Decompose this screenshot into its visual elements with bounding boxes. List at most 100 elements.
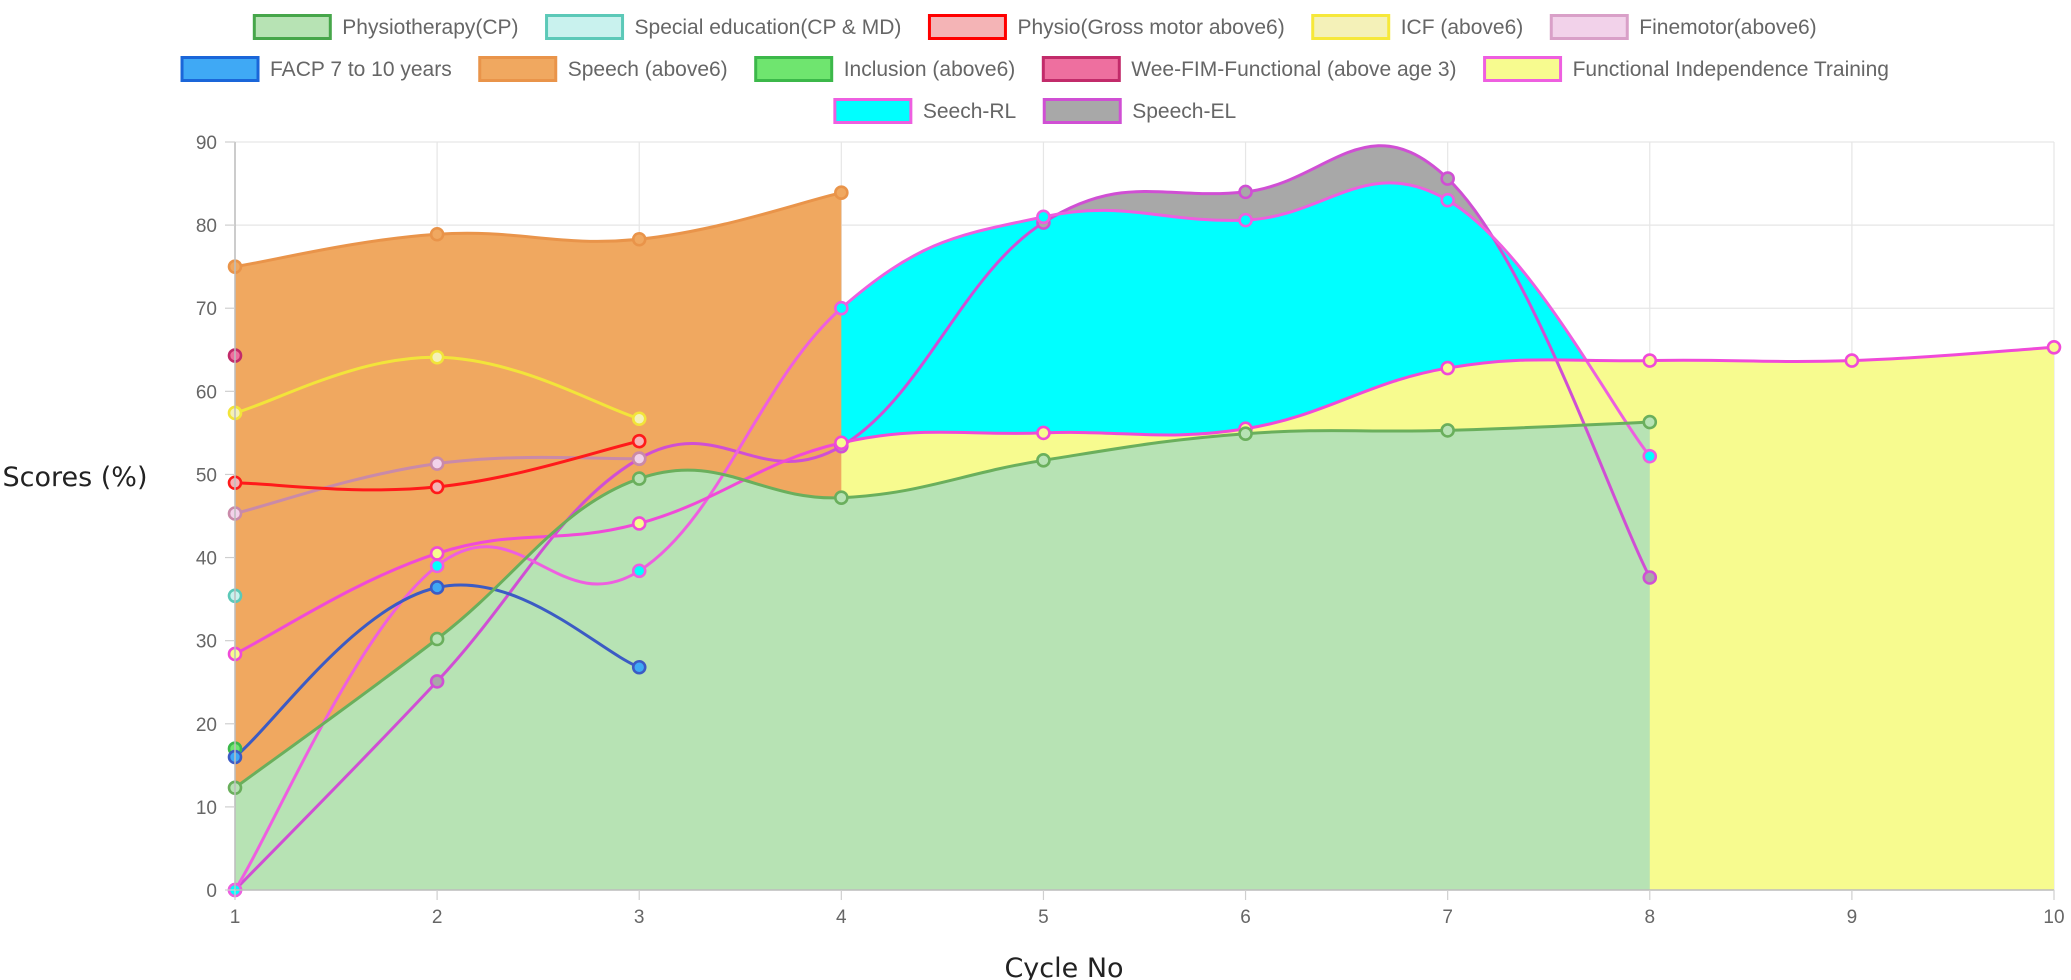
x-tick-label: 6	[1240, 907, 1251, 928]
legend-item-seech-rl[interactable]: Seech-RL	[833, 98, 1016, 124]
point-finemotor-above6-3[interactable]	[631, 451, 647, 466]
legend-swatch	[927, 14, 1007, 40]
y-tick-label: 10	[196, 798, 217, 819]
point-speech-el-8[interactable]	[1642, 570, 1658, 585]
point-functional-independence-training-3[interactable]	[631, 516, 647, 531]
area-physiotherapy-cp	[235, 422, 1650, 890]
point-seech-rl-7[interactable]	[1440, 192, 1455, 208]
y-tick-label: 30	[196, 632, 217, 653]
legend-label: Seech-RL	[923, 100, 1016, 123]
point-physiotherapy-cp-6[interactable]	[1238, 426, 1253, 442]
legend-swatch	[754, 56, 834, 82]
point-functional-independence-training-10[interactable]	[2046, 339, 2062, 355]
legend-label: ICF (above6)	[1401, 16, 1524, 39]
axes	[234, 142, 2054, 891]
point-physiotherapy-cp-2[interactable]	[429, 631, 445, 647]
point-physio-gross-motor-above6-2[interactable]	[429, 479, 445, 495]
point-facp-7-to-10-years-3[interactable]	[631, 659, 647, 675]
y-tick-label: 0	[206, 881, 217, 902]
point-icf-above6-3[interactable]	[631, 411, 647, 427]
legend-label: Special education(CP & MD)	[635, 16, 902, 39]
x-tick-label: 8	[1644, 907, 1655, 928]
point-functional-independence-training-8[interactable]	[1642, 353, 1658, 368]
legend-item-inclusion-above6[interactable]: Inclusion (above6)	[754, 56, 1016, 82]
legend-swatch	[833, 98, 913, 124]
x-tick-label: 1	[230, 907, 241, 928]
legend-label: Wee-FIM-Functional (above age 3)	[1131, 58, 1456, 81]
x-axis-ticks: 1 2 3 4 5 6 7 8 9 10	[230, 890, 2065, 928]
series-areas	[235, 145, 2054, 890]
legend-swatch	[1041, 56, 1121, 82]
point-seech-rl-6[interactable]	[1238, 212, 1253, 228]
legend-swatch	[545, 14, 625, 40]
legend-item-facp-7-to-10-years[interactable]: FACP 7 to 10 years	[180, 56, 452, 82]
point-functional-independence-training-2[interactable]	[429, 546, 445, 561]
legend-item-wee-fim-functional-above-age-3[interactable]: Wee-FIM-Functional (above age 3)	[1041, 56, 1457, 82]
point-seech-rl-2[interactable]	[429, 558, 445, 574]
y-tick-label: 60	[196, 382, 217, 403]
point-speech-above6-4[interactable]	[834, 185, 849, 200]
point-physiotherapy-cp-7[interactable]	[1440, 423, 1455, 438]
legend[interactable]: Physiotherapy(CP) Special education(CP & …	[180, 14, 1889, 124]
legend-item-speech-el[interactable]: Speech-EL	[1042, 98, 1236, 124]
legend-label: Functional Independence Training	[1573, 58, 1889, 81]
point-seech-rl-4[interactable]	[834, 300, 849, 316]
y-tick-label: 40	[196, 549, 217, 570]
point-physiotherapy-cp-4[interactable]	[834, 490, 849, 506]
point-speech-el-6[interactable]	[1238, 184, 1253, 200]
point-seech-rl-8[interactable]	[1642, 448, 1658, 464]
x-axis-title: Cycle No	[1004, 953, 1123, 980]
point-physio-gross-motor-above6-3[interactable]	[631, 433, 647, 449]
line-speech-above6	[234, 191, 842, 269]
x-tick-label: 3	[634, 907, 645, 928]
line-functional-independence-training	[234, 345, 2055, 656]
point-speech-el-2[interactable]	[429, 674, 445, 689]
legend-item-functional-independence-training[interactable]: Functional Independence Training	[1483, 56, 1889, 82]
legend-label: Speech (above6)	[568, 58, 728, 81]
point-seech-rl-3[interactable]	[631, 563, 647, 579]
x-tick-label: 4	[836, 907, 847, 928]
y-tick-label: 80	[196, 216, 217, 237]
legend-swatch	[1549, 14, 1629, 40]
legend-item-physio-gross-motor-above6[interactable]: Physio(Gross motor above6)	[927, 14, 1285, 40]
legend-label: Finemotor(above6)	[1639, 16, 1816, 39]
point-seech-rl-5[interactable]	[1036, 209, 1051, 225]
legend-item-special-education-cp-md[interactable]: Special education(CP & MD)	[545, 14, 902, 40]
y-tick-label: 70	[196, 299, 217, 320]
y-tick-label: 20	[196, 715, 217, 736]
legend-label: Physiotherapy(CP)	[342, 16, 518, 39]
x-tick-label: 10	[2043, 907, 2064, 928]
legend-swatch	[252, 14, 332, 40]
legend-item-finemotor-above6[interactable]: Finemotor(above6)	[1549, 14, 1817, 40]
x-tick-label: 9	[1847, 907, 1858, 928]
line-physiotherapy-cp	[234, 420, 1650, 789]
point-icf-above6-2[interactable]	[429, 349, 445, 365]
legend-swatch	[1042, 98, 1122, 124]
legend-label: Speech-EL	[1132, 100, 1236, 123]
point-functional-independence-training-5[interactable]	[1036, 425, 1051, 441]
legend-swatch	[478, 56, 558, 82]
point-speech-above6-2[interactable]	[429, 226, 445, 242]
y-tick-label: 50	[196, 465, 217, 486]
legend-item-icf-above6[interactable]: ICF (above6)	[1311, 14, 1524, 40]
y-axis-ticks: 0 10 20 30 40 50 60 70 80 90	[196, 133, 235, 902]
point-functional-independence-training-4[interactable]	[834, 435, 849, 451]
x-tick-label: 2	[432, 907, 443, 928]
legend-label: FACP 7 to 10 years	[270, 58, 452, 81]
point-functional-independence-training-7[interactable]	[1440, 360, 1455, 376]
legend-swatch	[180, 56, 260, 82]
point-functional-independence-training-9[interactable]	[1844, 353, 1860, 368]
point-speech-el-7[interactable]	[1440, 171, 1455, 186]
point-physiotherapy-cp-5[interactable]	[1036, 453, 1051, 468]
y-tick-label: 90	[196, 133, 217, 154]
point-speech-above6-3[interactable]	[631, 231, 647, 247]
x-tick-label: 5	[1038, 907, 1049, 928]
point-facp-7-to-10-years-2[interactable]	[429, 580, 445, 595]
legend-label: Inclusion (above6)	[844, 58, 1016, 81]
legend-item-speech-above6[interactable]: Speech (above6)	[478, 56, 728, 82]
point-physiotherapy-cp-8[interactable]	[1642, 414, 1658, 430]
legend-item-physiotherapy-cp[interactable]: Physiotherapy(CP)	[252, 14, 519, 40]
point-physiotherapy-cp-3[interactable]	[631, 471, 647, 486]
point-finemotor-above6-2[interactable]	[429, 456, 445, 471]
